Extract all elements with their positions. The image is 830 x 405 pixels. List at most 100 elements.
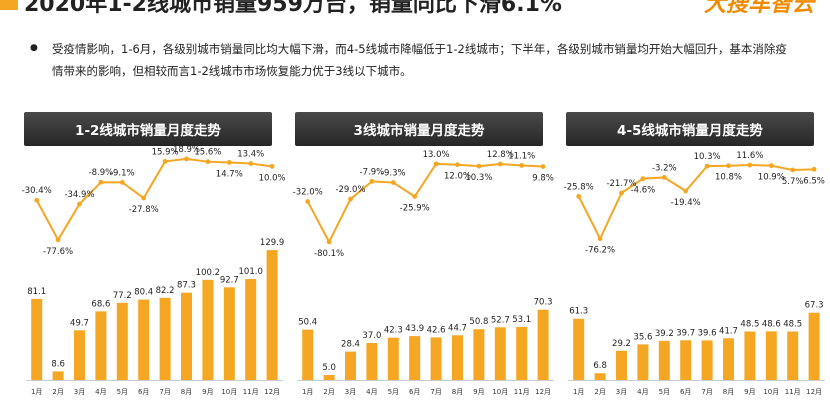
bar-value-label: 50.8 [469,317,488,327]
x-tick-label: 11月 [243,388,259,396]
x-tick-label: 9月 [202,388,213,396]
chart-title: 1-2线城市销量月度走势 [75,123,221,139]
x-tick-label: 9月 [744,388,755,396]
bar-value-label: 48.5 [740,320,759,330]
bar-value-label: 42.3 [384,326,403,336]
growth-label: -34.9% [64,190,94,200]
growth-label: -9.3% [381,169,406,179]
bar [537,309,549,380]
growth-label: -80.1% [314,249,344,259]
page-title: 2020年1-2线城市销量959万台，销量同比下滑6.1% [24,0,562,17]
x-tick-label: 12月 [264,388,280,396]
chart-tier12: 81.1 1月 8.6 2月 49.7 3月 68.6 4月 77.2 5月 80.4 6月 82.2 7… [22,145,286,396]
growth-label: 15.9% [152,147,179,157]
bar [366,343,378,380]
bar-value-label: 101.0 [239,267,263,277]
growth-label: -7.9% [360,167,385,177]
bar [159,297,171,380]
growth-label: 12.8% [487,150,514,160]
bar [658,340,670,380]
x-tick-label: 10月 [492,388,508,396]
bar [452,335,463,380]
bar-value-label: 48.5 [783,320,802,330]
x-tick-label: 9月 [473,388,484,396]
growth-label: -77.6% [43,247,73,257]
growth-point [433,161,439,167]
bar [223,287,235,380]
bar-value-label: 80.4 [134,288,153,298]
growth-point [55,237,61,243]
x-tick-label: 5月 [388,388,399,396]
bar [409,336,421,380]
x-tick-label: 4月 [366,388,377,396]
bar-value-label: 53.1 [512,315,531,325]
growth-label: -19.4% [671,198,701,208]
x-tick-label: 11月 [514,388,530,396]
x-tick-label: 7月 [159,388,170,396]
growth-point [704,163,710,169]
growth-label: 9.8% [532,174,554,184]
growth-point [326,239,332,245]
x-tick-label: 10月 [221,388,237,396]
growth-label: -8.9% [89,168,114,178]
bar-value-label: 100.2 [196,268,220,278]
growth-label: -30.4% [22,186,52,196]
bar [494,327,506,380]
growth-line [35,157,273,242]
x-tick-label: 5月 [659,388,670,396]
bar-value-label: 6.8 [593,361,607,371]
x-tick-label: 6月 [680,388,691,396]
growth-point [141,195,147,201]
growth-label: 10.3% [694,152,721,162]
x-tick-label: 3月 [616,388,627,396]
x-tick-label: 7月 [701,388,712,396]
growth-point [205,159,211,165]
x-tick-label: 2月 [52,388,63,396]
x-tick-label: 10月 [763,388,779,396]
bar-value-label: 50.4 [298,318,317,328]
bar [245,279,257,380]
growth-label: 10.8% [715,173,742,183]
growth-point [790,167,796,173]
growth-point [162,159,168,164]
growth-line [306,162,544,245]
bar [302,329,314,380]
growth-point [455,162,460,168]
chart-tier45: 61.3 1月 6.8 2月 29.2 3月 35.6 4月 39.2 5月 39.7 6月 39.6 7… [564,151,825,396]
x-tick-label: 2月 [323,388,334,396]
bar-value-label: 41.7 [719,326,738,336]
chart-tier3: 50.4 1月 5.0 2月 28.4 3月 37.0 4月 42.3 5月 43.9 6月 42.6 7… [293,150,554,396]
bar-value-label: 43.9 [405,324,424,334]
growth-point [226,160,232,165]
x-tick-label: 11月 [785,388,801,396]
bar-value-label: 44.7 [448,323,467,333]
growth-label: 14.7% [216,169,243,179]
bar [52,371,64,380]
growth-point [540,164,546,169]
growth-point [34,197,40,203]
x-tick-label: 3月 [74,388,85,396]
bar-value-label: 29.2 [612,339,631,349]
bar [594,373,606,380]
bar-value-label: 39.2 [655,329,674,339]
growth-point [726,163,731,169]
x-tick-label: 1月 [31,388,42,396]
chart-title-bar: 3线城市销量月度走势 [295,112,543,146]
growth-label: -21.7% [606,179,636,189]
bar-value-label: 42.6 [427,325,446,335]
growth-point [640,176,646,182]
x-tick-label: 12月 [806,388,822,396]
chart-title-bar: 4-5线城市销量月度走势 [566,112,814,146]
x-tick-label: 8月 [723,388,734,396]
growth-label: 13.4% [237,150,264,160]
x-tick-label: 1月 [302,388,313,396]
bar [345,351,356,380]
growth-label: -29.0% [335,185,365,195]
chart-title: 4-5线城市销量月度走势 [617,123,763,139]
bar [202,279,214,380]
bar [95,311,107,380]
growth-point [747,162,753,168]
x-tick-label: 2月 [594,388,605,396]
bar [573,318,585,380]
x-tick-label: 5月 [117,388,128,396]
